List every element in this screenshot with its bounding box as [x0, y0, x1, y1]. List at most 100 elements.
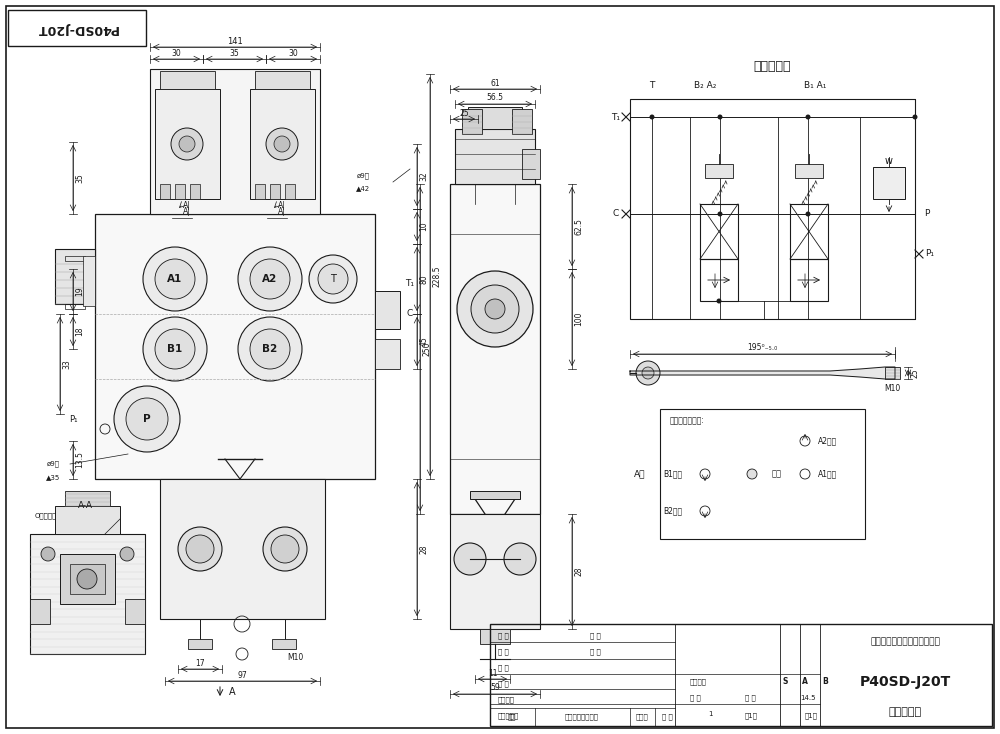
Circle shape	[155, 329, 195, 369]
Bar	[490, 624, 992, 726]
Text: B₁ A₁: B₁ A₁	[804, 81, 826, 90]
Text: 一位二控制方式:: 一位二控制方式:	[670, 416, 705, 426]
Bar	[795, 164, 823, 178]
Bar	[160, 71, 215, 89]
Text: 25: 25	[910, 368, 920, 378]
Text: 料料标注: 料料标注	[690, 679, 707, 686]
Bar	[480, 629, 510, 644]
Bar	[30, 599, 50, 624]
Text: 59: 59	[490, 683, 500, 692]
Text: 18: 18	[76, 327, 84, 336]
Text: A|: A|	[278, 208, 286, 217]
Bar	[55, 506, 120, 534]
Circle shape	[126, 398, 168, 440]
Circle shape	[155, 259, 195, 299]
Text: P40SD-J20T: P40SD-J20T	[36, 21, 118, 34]
Text: A1: A1	[167, 274, 183, 284]
Circle shape	[485, 299, 505, 319]
Circle shape	[636, 361, 660, 385]
Bar	[270, 184, 280, 199]
Circle shape	[41, 547, 55, 561]
Text: 二联多路阀: 二联多路阀	[888, 707, 922, 717]
Bar	[375, 339, 400, 369]
Circle shape	[806, 115, 810, 120]
Bar	[95, 214, 375, 479]
Bar	[250, 89, 315, 199]
Circle shape	[454, 543, 486, 575]
Bar	[375, 291, 400, 329]
Circle shape	[806, 211, 810, 217]
Text: A|: A|	[278, 202, 286, 211]
Text: 30: 30	[288, 48, 298, 57]
Text: ø9深: ø9深	[46, 461, 60, 468]
Bar	[285, 184, 295, 199]
Text: 228.5: 228.5	[432, 266, 442, 287]
Circle shape	[250, 329, 290, 369]
Bar	[188, 639, 212, 649]
Text: 更改人: 更改人	[636, 713, 648, 720]
Text: P: P	[924, 209, 930, 219]
Text: 32: 32	[420, 172, 428, 181]
Text: 1: 1	[708, 711, 712, 717]
Text: 10: 10	[420, 222, 428, 231]
Bar	[30, 534, 145, 654]
Circle shape	[912, 115, 918, 120]
Bar	[272, 639, 296, 649]
Text: 手柄: 手柄	[772, 470, 782, 479]
Bar	[522, 149, 540, 179]
Circle shape	[178, 527, 222, 571]
Circle shape	[271, 535, 299, 563]
Bar	[160, 479, 325, 619]
Text: 工艺检查: 工艺检查	[498, 697, 515, 703]
Circle shape	[642, 367, 654, 379]
Text: w: w	[885, 156, 893, 166]
Bar	[470, 491, 520, 499]
Bar	[255, 184, 265, 199]
Text: A2: A2	[262, 274, 278, 284]
Circle shape	[77, 569, 97, 589]
Text: 共1页: 共1页	[745, 713, 758, 719]
Text: P₁: P₁	[69, 415, 77, 424]
Text: 35: 35	[76, 173, 84, 183]
Bar	[790, 204, 828, 259]
Circle shape	[143, 247, 207, 311]
Text: 28: 28	[574, 567, 584, 576]
Bar	[873, 167, 905, 199]
Bar	[190, 184, 200, 199]
Circle shape	[504, 543, 536, 575]
Bar	[660, 409, 865, 539]
Circle shape	[718, 115, 722, 120]
Bar	[790, 259, 828, 301]
Text: 19: 19	[76, 287, 84, 297]
Circle shape	[309, 255, 357, 303]
Text: 45: 45	[420, 337, 428, 346]
Text: 25: 25	[459, 109, 469, 117]
Circle shape	[650, 115, 654, 120]
Text: 设 计: 设 计	[498, 633, 509, 639]
Text: 日 期: 日 期	[662, 713, 672, 720]
Text: 比 例: 比 例	[745, 694, 756, 701]
Text: 数 量: 数 量	[690, 694, 701, 701]
Text: A: A	[229, 687, 235, 697]
Text: C: C	[613, 209, 619, 219]
Text: P: P	[143, 414, 151, 424]
Bar	[65, 491, 110, 506]
Text: 批 准: 批 准	[590, 633, 601, 639]
Text: 30: 30	[172, 48, 181, 57]
Bar	[468, 107, 522, 129]
Bar	[65, 304, 85, 309]
Circle shape	[143, 317, 207, 381]
Text: ▲35: ▲35	[46, 474, 60, 480]
Text: B2出油: B2出油	[663, 506, 682, 515]
Bar	[60, 554, 115, 604]
Text: A1出油: A1出油	[818, 470, 837, 479]
Text: A|: A|	[183, 208, 191, 217]
Circle shape	[263, 527, 307, 571]
Text: B1: B1	[167, 344, 183, 354]
Text: 标记: 标记	[508, 713, 516, 720]
Bar	[700, 204, 738, 259]
Text: 校 对: 校 对	[498, 680, 509, 687]
Text: A2出油: A2出油	[818, 437, 837, 446]
Bar	[885, 367, 900, 379]
Bar	[455, 129, 535, 184]
